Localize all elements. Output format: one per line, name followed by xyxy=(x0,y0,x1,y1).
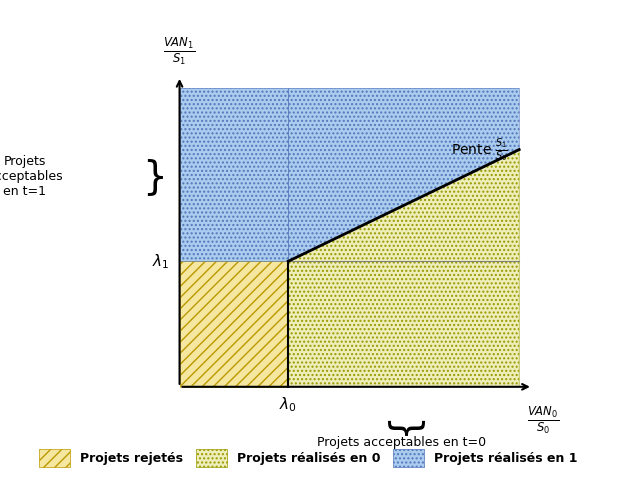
Text: }: } xyxy=(382,419,420,444)
Text: Projets
acceptables
en t=1: Projets acceptables en t=1 xyxy=(0,155,62,198)
Legend: Projets rejetés, Projets réalisés en 0, Projets réalisés en 1: Projets rejetés, Projets réalisés en 0, … xyxy=(33,443,584,473)
Polygon shape xyxy=(288,149,519,387)
Text: $\lambda_1$: $\lambda_1$ xyxy=(152,252,169,271)
Text: $\frac{VAN_0}{S_0}$: $\frac{VAN_0}{S_0}$ xyxy=(527,405,559,436)
Text: }: } xyxy=(142,158,167,195)
Polygon shape xyxy=(288,88,519,262)
Text: Projets acceptables en t=0: Projets acceptables en t=0 xyxy=(317,436,486,449)
Text: Pente $\frac{S_1}{S_0}$: Pente $\frac{S_1}{S_0}$ xyxy=(451,137,508,164)
Polygon shape xyxy=(180,262,288,387)
Text: $\lambda_0$: $\lambda_0$ xyxy=(280,396,297,414)
Text: $\frac{VAN_1}{S_1}$: $\frac{VAN_1}{S_1}$ xyxy=(164,35,196,67)
Polygon shape xyxy=(180,88,288,262)
